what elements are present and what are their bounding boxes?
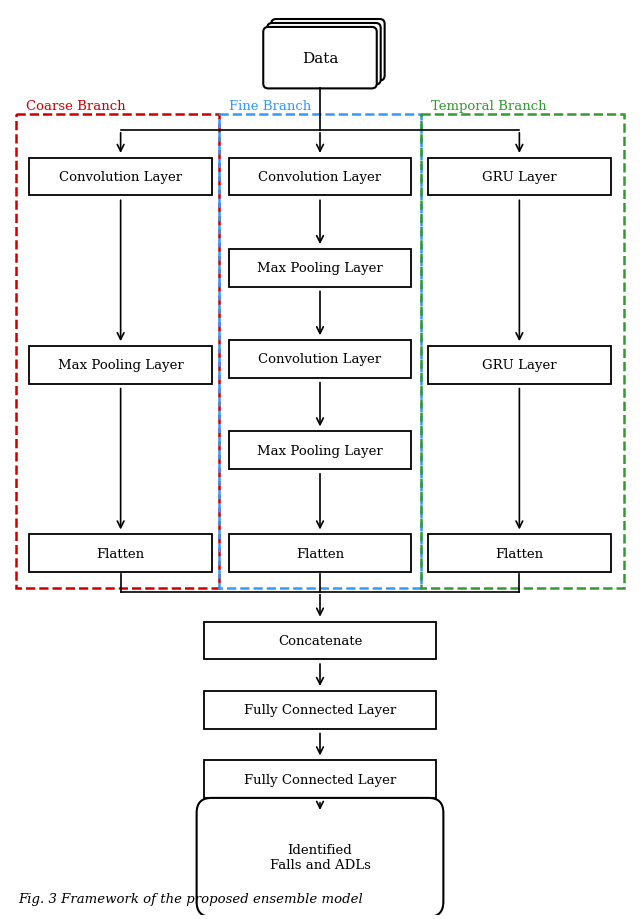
Text: Identified
Falls and ADLs: Identified Falls and ADLs: [269, 844, 371, 871]
Bar: [16, 115, 220, 588]
Bar: [420, 115, 624, 588]
Bar: [204, 691, 436, 729]
FancyBboxPatch shape: [271, 20, 385, 82]
Bar: [220, 115, 420, 588]
Text: Fine Branch: Fine Branch: [229, 100, 312, 113]
Bar: [228, 250, 412, 288]
Bar: [428, 535, 611, 573]
Text: Fully Connected Layer: Fully Connected Layer: [244, 703, 396, 717]
Text: Flatten: Flatten: [495, 547, 543, 560]
Text: Coarse Branch: Coarse Branch: [26, 100, 125, 113]
Bar: [204, 760, 436, 798]
Bar: [29, 535, 212, 573]
Text: Temporal Branch: Temporal Branch: [431, 100, 546, 113]
Text: Flatten: Flatten: [296, 547, 344, 560]
Text: Max Pooling Layer: Max Pooling Layer: [257, 262, 383, 275]
Text: Max Pooling Layer: Max Pooling Layer: [257, 444, 383, 457]
Text: Flatten: Flatten: [97, 547, 145, 560]
Bar: [428, 159, 611, 196]
Bar: [29, 346, 212, 384]
FancyBboxPatch shape: [267, 24, 381, 85]
FancyBboxPatch shape: [263, 28, 377, 89]
Text: GRU Layer: GRU Layer: [482, 171, 557, 184]
Text: Convolution Layer: Convolution Layer: [259, 353, 381, 366]
Bar: [228, 159, 412, 196]
Text: Data: Data: [302, 51, 338, 65]
Bar: [29, 159, 212, 196]
Bar: [228, 535, 412, 573]
Text: Concatenate: Concatenate: [278, 634, 362, 647]
Text: Fully Connected Layer: Fully Connected Layer: [244, 773, 396, 786]
Bar: [228, 341, 412, 379]
Text: Convolution Layer: Convolution Layer: [59, 171, 182, 184]
Text: Fig. 3 Framework of the proposed ensemble model: Fig. 3 Framework of the proposed ensembl…: [18, 892, 363, 905]
Text: GRU Layer: GRU Layer: [482, 359, 557, 372]
Bar: [228, 432, 412, 470]
Bar: [428, 346, 611, 384]
Text: Max Pooling Layer: Max Pooling Layer: [58, 359, 184, 372]
Text: Convolution Layer: Convolution Layer: [259, 171, 381, 184]
FancyBboxPatch shape: [196, 798, 444, 917]
Bar: [204, 622, 436, 660]
